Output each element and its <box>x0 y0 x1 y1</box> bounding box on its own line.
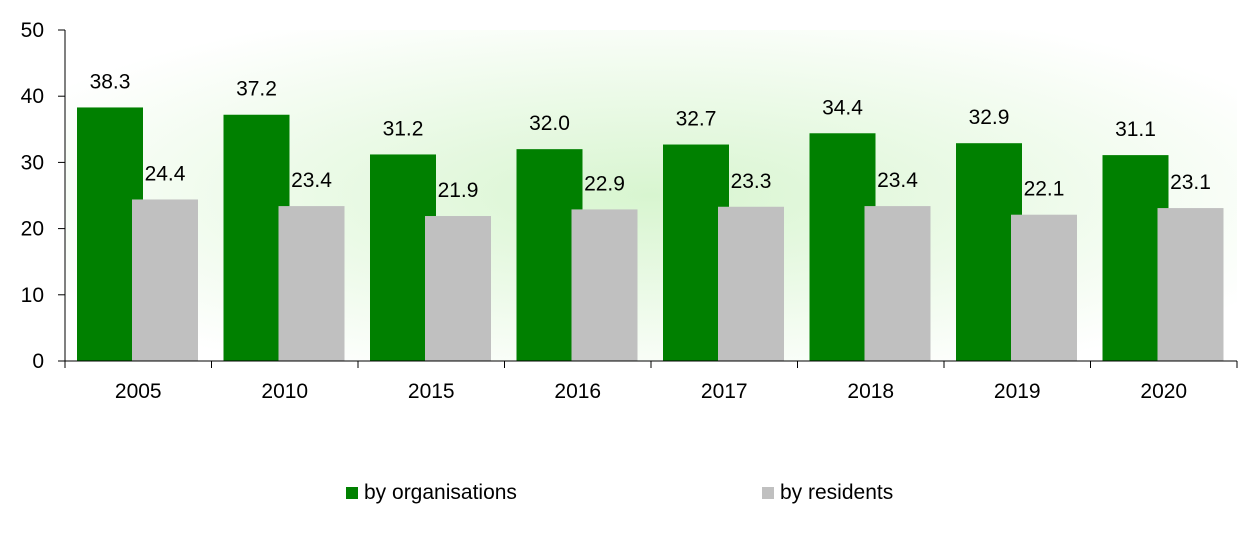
legend-label-residents: by residents <box>780 481 894 504</box>
data-label-organisations-2020: 31.1 <box>1115 118 1156 141</box>
data-label-organisations-2015: 31.2 <box>383 117 424 140</box>
legend-item-organisations: by organisations <box>346 481 517 505</box>
x-tick-label-2019: 2019 <box>994 380 1041 403</box>
x-tick-label-2020: 2020 <box>1140 380 1187 403</box>
y-tick-label: 50 <box>21 19 44 42</box>
bar-residents-2015 <box>425 216 491 361</box>
y-tick-label: 0 <box>32 350 44 373</box>
x-tick-label-2005: 2005 <box>115 380 162 403</box>
bar-chart: 38.3 24.4 37.2 23.4 31.2 21.9 32.0 22.9 32.7 23.3… <box>21 19 1238 403</box>
bar-residents-2005 <box>132 199 198 361</box>
bar-residents-2016 <box>571 209 638 361</box>
legend: by organisations by residents <box>0 481 1246 511</box>
y-tick-label: 10 <box>21 284 44 307</box>
x-tick-label-2017: 2017 <box>701 380 748 403</box>
x-tick-label-2018: 2018 <box>847 380 894 403</box>
data-label-residents-2015: 21.9 <box>438 179 479 202</box>
data-label-residents-2005: 24.4 <box>145 162 186 185</box>
data-label-residents-2018: 23.4 <box>877 169 918 192</box>
data-label-organisations-2005: 38.3 <box>90 70 131 93</box>
data-label-organisations-2017: 32.7 <box>676 108 717 131</box>
y-tick-label: 30 <box>21 151 44 174</box>
data-label-organisations-2010: 37.2 <box>236 78 277 101</box>
data-label-organisations-2018: 34.4 <box>822 96 863 119</box>
data-label-organisations-2016: 32.0 <box>529 112 570 135</box>
x-tick-label-2016: 2016 <box>554 380 601 403</box>
legend-swatch-organisations <box>346 487 358 499</box>
data-label-residents-2016: 22.9 <box>584 172 625 195</box>
bar-residents-2019 <box>1011 214 1077 361</box>
bar-residents-2018 <box>864 206 931 361</box>
data-label-residents-2010: 23.4 <box>291 169 332 192</box>
legend-swatch-residents <box>762 487 774 499</box>
legend-label-organisations: by organisations <box>364 481 517 504</box>
data-label-residents-2020: 23.1 <box>1170 171 1211 194</box>
bar-residents-2017 <box>718 206 784 361</box>
x-tick-label-2010: 2010 <box>261 380 308 403</box>
data-label-residents-2019: 22.1 <box>1024 178 1065 201</box>
bar-residents-2020 <box>1157 208 1224 361</box>
legend-item-residents: by residents <box>762 481 893 505</box>
y-tick-label: 20 <box>21 218 44 241</box>
y-tick-label: 40 <box>21 85 44 108</box>
x-tick-label-2015: 2015 <box>408 380 455 403</box>
data-label-residents-2017: 23.3 <box>731 170 772 193</box>
bar-residents-2010 <box>278 206 345 361</box>
data-label-organisations-2019: 32.9 <box>969 106 1010 129</box>
